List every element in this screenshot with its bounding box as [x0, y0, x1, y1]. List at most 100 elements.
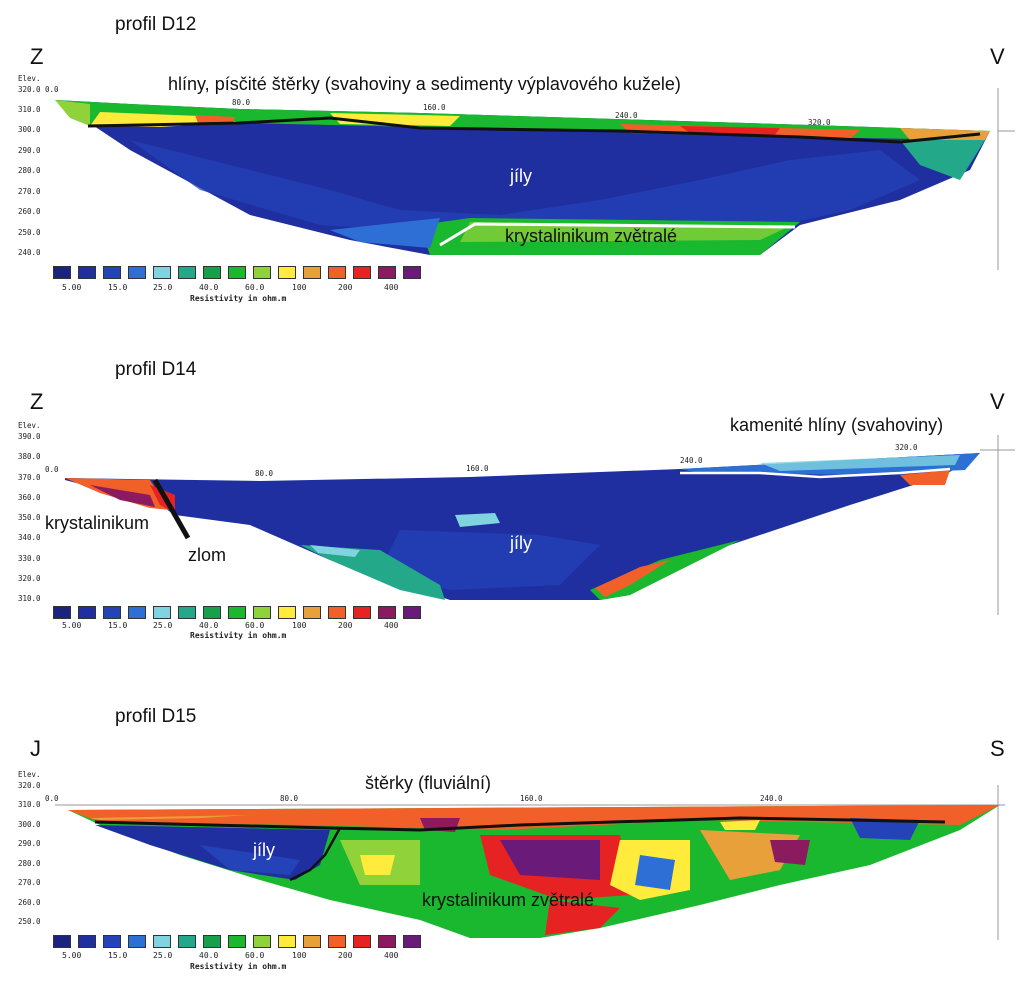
annotation-body: jíly	[510, 533, 532, 553]
distance-tick: 320.0	[895, 443, 918, 452]
legend-swatch	[328, 935, 346, 948]
elev-tick: 250.0	[18, 228, 41, 237]
distance-tick: 80.0	[255, 469, 274, 478]
legend-swatch	[78, 606, 96, 619]
elev-axis-title: Elev.	[18, 421, 41, 430]
legend-swatch	[78, 935, 96, 948]
legend-swatch	[278, 935, 296, 948]
elev-tick: 310.0	[18, 800, 41, 809]
legend-label: 100	[292, 951, 307, 960]
elev-tick: 330.0	[18, 554, 41, 563]
profile-d15: profil D15 J S Elev. 320.0 310.0 300.0 2…	[0, 690, 1024, 988]
legend-label: 25.0	[153, 951, 173, 960]
legend-swatch	[403, 935, 421, 948]
elev-axis-title: Elev.	[18, 770, 41, 779]
legend-label: 200	[338, 951, 353, 960]
legend-swatch	[103, 935, 121, 948]
profile-title: profil D14	[115, 359, 197, 380]
right-direction-label: S	[990, 736, 1005, 761]
legend-swatch	[253, 266, 271, 279]
legend-swatch	[128, 266, 146, 279]
elev-tick: 260.0	[18, 898, 41, 907]
legend-swatch	[203, 606, 221, 619]
legend-swatch	[303, 266, 321, 279]
legend-label: 60.0	[245, 283, 265, 292]
legend-swatch	[278, 266, 296, 279]
elev-tick: 390.0	[18, 432, 41, 441]
left-direction-label: J	[30, 736, 41, 761]
legend-label: 5.00	[62, 621, 82, 630]
legend-label: 40.0	[199, 951, 219, 960]
distance-tick: 320.0	[808, 118, 831, 127]
elev-tick: 380.0	[18, 452, 41, 461]
elev-tick: 340.0	[18, 533, 41, 542]
distance-tick: 240.0	[680, 456, 703, 465]
elev-tick: 310.0	[18, 594, 41, 603]
legend-swatch	[103, 266, 121, 279]
legend-label: 200	[338, 283, 353, 292]
legend-swatch	[153, 606, 171, 619]
legend-swatch	[228, 606, 246, 619]
distance-tick: 240.0	[760, 794, 783, 803]
elev-tick: 270.0	[18, 187, 41, 196]
elev-tick: 240.0	[18, 248, 41, 257]
legend-swatch	[153, 935, 171, 948]
legend-swatch	[253, 935, 271, 948]
legend-label: 25.0	[153, 283, 173, 292]
distance-tick: 160.0	[423, 103, 446, 112]
legend-swatch	[353, 606, 371, 619]
legend-swatch	[153, 266, 171, 279]
distance-tick: 240.0	[615, 111, 638, 120]
elev-tick: 290.0	[18, 839, 41, 848]
legend-swatch	[53, 266, 71, 279]
legend-swatch	[328, 606, 346, 619]
annotation-body: jíly	[510, 166, 532, 186]
profile-title: profil D15	[115, 706, 197, 727]
right-direction-label: V	[990, 389, 1005, 414]
legend-swatch	[178, 606, 196, 619]
left-direction-label: Z	[30, 44, 44, 69]
legend-swatch	[378, 266, 396, 279]
legend-swatch	[378, 606, 396, 619]
elev-tick: 320.0	[18, 781, 41, 790]
legend-label: 60.0	[245, 621, 265, 630]
legend-swatch	[178, 935, 196, 948]
left-direction-label: Z	[30, 389, 44, 414]
legend-label: 25.0	[153, 621, 173, 630]
legend-title: Resistivity in ohm.m	[190, 294, 287, 303]
legend-label: 100	[292, 621, 307, 630]
legend-swatch	[53, 935, 71, 948]
resistivity-section-d15	[55, 785, 1005, 940]
color-legend	[53, 935, 428, 948]
elev-tick: 360.0	[18, 493, 41, 502]
legend-label: 400	[384, 951, 399, 960]
distance-tick: 0.0	[45, 465, 59, 474]
annotation-fault: zlom	[188, 545, 227, 565]
distance-tick: 0.0	[45, 85, 59, 94]
legend-swatch	[178, 266, 196, 279]
distance-tick: 80.0	[232, 98, 251, 107]
color-legend	[53, 266, 428, 279]
legend-swatch	[228, 266, 246, 279]
annotation-top: hlíny, písčité štěrky (svahoviny a sedim…	[168, 74, 681, 94]
annotation-left: krystalinikum	[45, 513, 150, 533]
elev-tick: 250.0	[18, 917, 41, 926]
legend-label: 15.0	[108, 283, 128, 292]
elev-tick: 300.0	[18, 820, 41, 829]
legend-label: 400	[384, 621, 399, 630]
legend-swatch	[103, 606, 121, 619]
distance-tick: 160.0	[466, 464, 489, 473]
annotation-bottom: krystalinikum zvětralé	[422, 890, 595, 910]
annotation-top: kamenité hlíny (svahoviny)	[730, 415, 944, 435]
legend-swatch	[128, 935, 146, 948]
legend-swatch	[128, 606, 146, 619]
legend-label: 5.00	[62, 283, 82, 292]
annotation-bottom: krystalinikum zvětralé	[505, 226, 678, 246]
distance-tick: 160.0	[520, 794, 543, 803]
legend-swatch	[253, 606, 271, 619]
legend-title: Resistivity in ohm.m	[190, 962, 287, 971]
annotation-top: štěrky (fluviální)	[365, 773, 492, 793]
legend-swatch	[378, 935, 396, 948]
color-legend	[53, 606, 428, 619]
legend-label: 15.0	[108, 621, 128, 630]
